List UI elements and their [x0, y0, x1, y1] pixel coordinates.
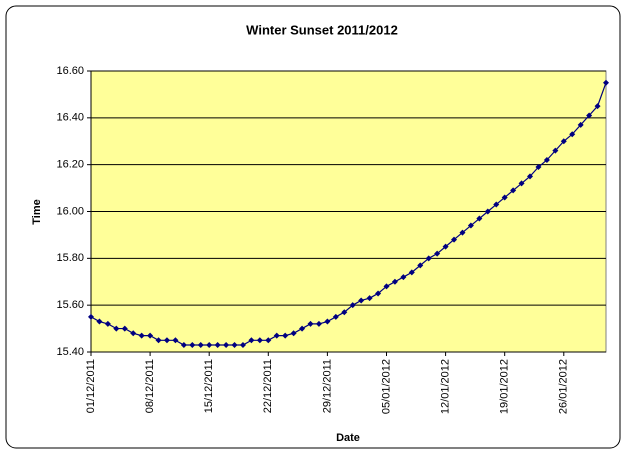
data-point: [163, 337, 170, 344]
data-point: [467, 222, 474, 229]
data-point: [88, 313, 94, 320]
data-point: [476, 215, 483, 222]
chart-title: Winter Sunset 2011/2012: [246, 22, 398, 37]
data-point: [197, 341, 204, 348]
data-point: [484, 208, 491, 215]
data-point: [383, 283, 390, 290]
data-point: [265, 337, 272, 344]
data-point: [239, 341, 246, 348]
x-tick-label: 05/01/2012: [380, 359, 392, 414]
y-tick-label: 16.20: [56, 159, 84, 171]
y-tick-label: 15.40: [56, 346, 84, 358]
x-tick-label: 19/01/2012: [499, 359, 511, 414]
data-point: [442, 243, 449, 250]
data-point: [155, 337, 162, 344]
data-point: [282, 332, 289, 339]
data-point: [180, 341, 187, 348]
data-point: [400, 274, 407, 281]
data-point: [603, 79, 609, 86]
data-point: [518, 180, 525, 187]
data-point: [408, 269, 415, 276]
data-point: [543, 156, 550, 163]
y-tick-label: 15.60: [56, 299, 84, 311]
y-tick-label: 16.00: [56, 205, 84, 217]
x-tick-label: 15/12/2011: [203, 359, 215, 413]
data-point: [273, 332, 280, 339]
x-tick-label: 29/12/2011: [321, 359, 333, 413]
data-point: [459, 229, 466, 236]
data-point: [425, 255, 432, 262]
data-point: [172, 337, 179, 344]
data-point: [189, 341, 196, 348]
x-tick-label: 26/01/2012: [558, 359, 570, 414]
data-point: [594, 103, 601, 110]
data-point: [130, 330, 137, 337]
data-point: [560, 138, 567, 145]
data-point: [214, 341, 221, 348]
data-point: [113, 325, 120, 332]
data-point: [417, 262, 424, 269]
data-point: [527, 173, 534, 180]
data-point: [434, 250, 441, 257]
data-point: [231, 341, 238, 348]
x-tick-label: 01/12/2011: [85, 359, 97, 413]
y-axis-title: Time: [31, 199, 43, 224]
data-point: [256, 337, 263, 344]
data-point: [577, 121, 584, 128]
y-tick-label: 16.60: [56, 65, 84, 77]
data-point: [586, 112, 593, 119]
data-point: [391, 278, 398, 285]
data-point: [358, 297, 365, 304]
data-point: [290, 330, 297, 337]
data-point: [96, 318, 103, 325]
data-point: [104, 320, 111, 327]
data-point: [552, 147, 559, 154]
data-point: [535, 164, 542, 171]
data-point: [315, 320, 322, 327]
data-point: [349, 302, 356, 309]
data-point: [138, 332, 145, 339]
data-point: [501, 194, 508, 201]
data-point: [510, 187, 517, 194]
y-tick-label: 15.80: [56, 252, 84, 264]
data-point: [248, 337, 255, 344]
data-point: [332, 313, 339, 320]
x-tick-label: 08/12/2011: [144, 359, 156, 413]
x-tick-label: 12/01/2012: [439, 359, 451, 414]
data-point: [147, 332, 154, 339]
x-axis-title: Date: [336, 432, 360, 444]
y-tick-label: 16.40: [56, 112, 84, 124]
data-point: [366, 295, 373, 302]
data-point: [375, 290, 382, 297]
data-point: [121, 325, 128, 332]
data-point: [569, 131, 576, 138]
data-point: [324, 318, 331, 325]
data-point: [206, 341, 213, 348]
data-point: [223, 341, 230, 348]
x-tick-label: 22/12/2011: [262, 359, 274, 413]
data-point: [341, 309, 348, 316]
data-point: [299, 325, 306, 332]
data-point: [493, 201, 500, 208]
data-point: [451, 236, 458, 243]
data-point: [307, 320, 314, 327]
